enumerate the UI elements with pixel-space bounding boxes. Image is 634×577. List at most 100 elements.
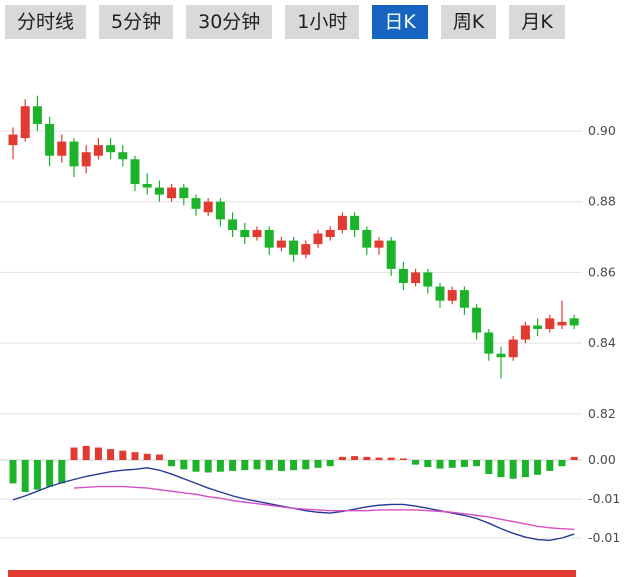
macd-histogram-bar <box>302 460 310 470</box>
candle-body <box>8 134 18 146</box>
macd-histogram-bar <box>387 457 395 460</box>
macd-histogram-bar <box>168 460 176 467</box>
macd-histogram-bar <box>180 460 188 470</box>
candle <box>154 180 164 202</box>
macd-histogram-bar <box>82 445 90 460</box>
macd-histogram-bar <box>546 460 554 471</box>
price-axis-label: 0.90 <box>588 123 616 138</box>
candle <box>337 212 347 234</box>
candle <box>301 240 311 259</box>
macd-histogram-bar <box>155 454 163 460</box>
macd-histogram-bar <box>9 460 17 484</box>
macd-histogram-bar <box>485 460 493 475</box>
candle-body <box>57 141 67 156</box>
macd-histogram-bar <box>46 460 54 487</box>
macd-histogram-bar <box>375 457 383 460</box>
macd-histogram-bar <box>509 460 517 479</box>
candle-body <box>350 215 360 230</box>
candle-body <box>203 201 213 213</box>
candle-body <box>215 201 225 220</box>
candle-body <box>106 145 116 153</box>
macd-histogram-bar <box>497 460 505 478</box>
macd-histogram-bar <box>265 460 273 471</box>
candle <box>69 138 79 177</box>
macd-histogram-bar <box>94 447 102 460</box>
tab-5min[interactable]: 5分钟 <box>99 5 174 39</box>
candle-body <box>179 187 189 199</box>
candle <box>508 336 518 361</box>
candle <box>276 237 286 252</box>
tab-weekly-k[interactable]: 周K <box>440 5 497 39</box>
candle <box>106 138 116 160</box>
candle <box>289 237 299 262</box>
price-axis-label: 0.84 <box>588 335 616 350</box>
candle <box>533 318 543 337</box>
macd-indicator-panel: 0.00 -0.01 -0.01 <box>0 445 620 545</box>
macd-axis-label: -0.01 <box>588 491 620 506</box>
candle <box>32 95 42 131</box>
candle-body <box>337 215 347 230</box>
candle <box>8 127 18 160</box>
candle <box>447 286 457 305</box>
candle <box>472 304 482 340</box>
candle <box>313 229 323 248</box>
macd-histogram-bar <box>143 453 151 460</box>
macd-histogram-bar <box>204 460 212 473</box>
candle-body <box>264 229 274 248</box>
candle <box>386 237 396 276</box>
candle-body <box>545 318 555 329</box>
macd-histogram-bar <box>558 460 566 467</box>
macd-histogram-bar <box>448 460 456 468</box>
candle-body <box>252 229 262 238</box>
candle-body <box>118 152 128 160</box>
candle-body <box>130 159 140 185</box>
bottom-panel-cutoff <box>8 570 576 577</box>
candle-body <box>154 187 164 195</box>
macd-histogram-bar <box>229 460 237 471</box>
candle <box>167 184 177 202</box>
macd-axis-label: -0.01 <box>588 530 620 545</box>
macd-histogram-bar <box>436 460 444 469</box>
macd-histogram-bar <box>107 449 115 460</box>
price-axis-label: 0.88 <box>588 194 616 209</box>
macd-histogram-bar <box>253 460 261 470</box>
macd-histogram-bar <box>473 460 481 467</box>
candle <box>557 300 567 329</box>
macd-histogram-bar <box>460 460 468 468</box>
candle <box>411 268 421 287</box>
candle <box>252 226 262 241</box>
tab-monthly-k[interactable]: 月K <box>509 5 565 39</box>
price-axis-label: 0.82 <box>588 406 616 421</box>
candle-body <box>289 240 299 255</box>
candle-body <box>484 332 494 354</box>
candle <box>435 283 445 308</box>
candle <box>118 145 128 167</box>
macd-histogram-bar <box>241 460 249 471</box>
candle <box>423 268 433 294</box>
candle-body <box>435 286 445 301</box>
candle-body <box>20 106 30 139</box>
macd-histogram-bar <box>131 452 139 460</box>
candle-body <box>472 307 482 333</box>
macd-histogram-bar <box>363 456 371 460</box>
macd-histogram-bar <box>192 460 200 472</box>
candle <box>398 261 408 291</box>
tab-30min[interactable]: 30分钟 <box>186 5 273 39</box>
price-axis-label: 0.86 <box>588 264 616 279</box>
candle-body <box>93 145 103 156</box>
candle-body <box>411 272 421 284</box>
macd-histogram-bar <box>570 456 578 460</box>
candle <box>350 212 360 238</box>
candle <box>215 198 225 227</box>
macd-histogram-bar <box>412 460 420 465</box>
candle-body <box>557 321 567 326</box>
candle <box>57 134 67 163</box>
price-candlestick-chart: 0.90 0.88 0.86 0.84 0.82 <box>0 95 616 421</box>
tab-timeline[interactable]: 分时线 <box>5 5 87 39</box>
candle-body <box>313 233 323 245</box>
tab-1hour[interactable]: 1小时 <box>285 5 360 39</box>
macd-histogram-bar <box>119 450 127 460</box>
interval-tab-bar: 分时线 5分钟 30分钟 1小时 日K 周K 月K <box>5 5 565 39</box>
tab-daily-k[interactable]: 日K <box>372 5 428 39</box>
macd-histogram-bar <box>338 456 346 460</box>
